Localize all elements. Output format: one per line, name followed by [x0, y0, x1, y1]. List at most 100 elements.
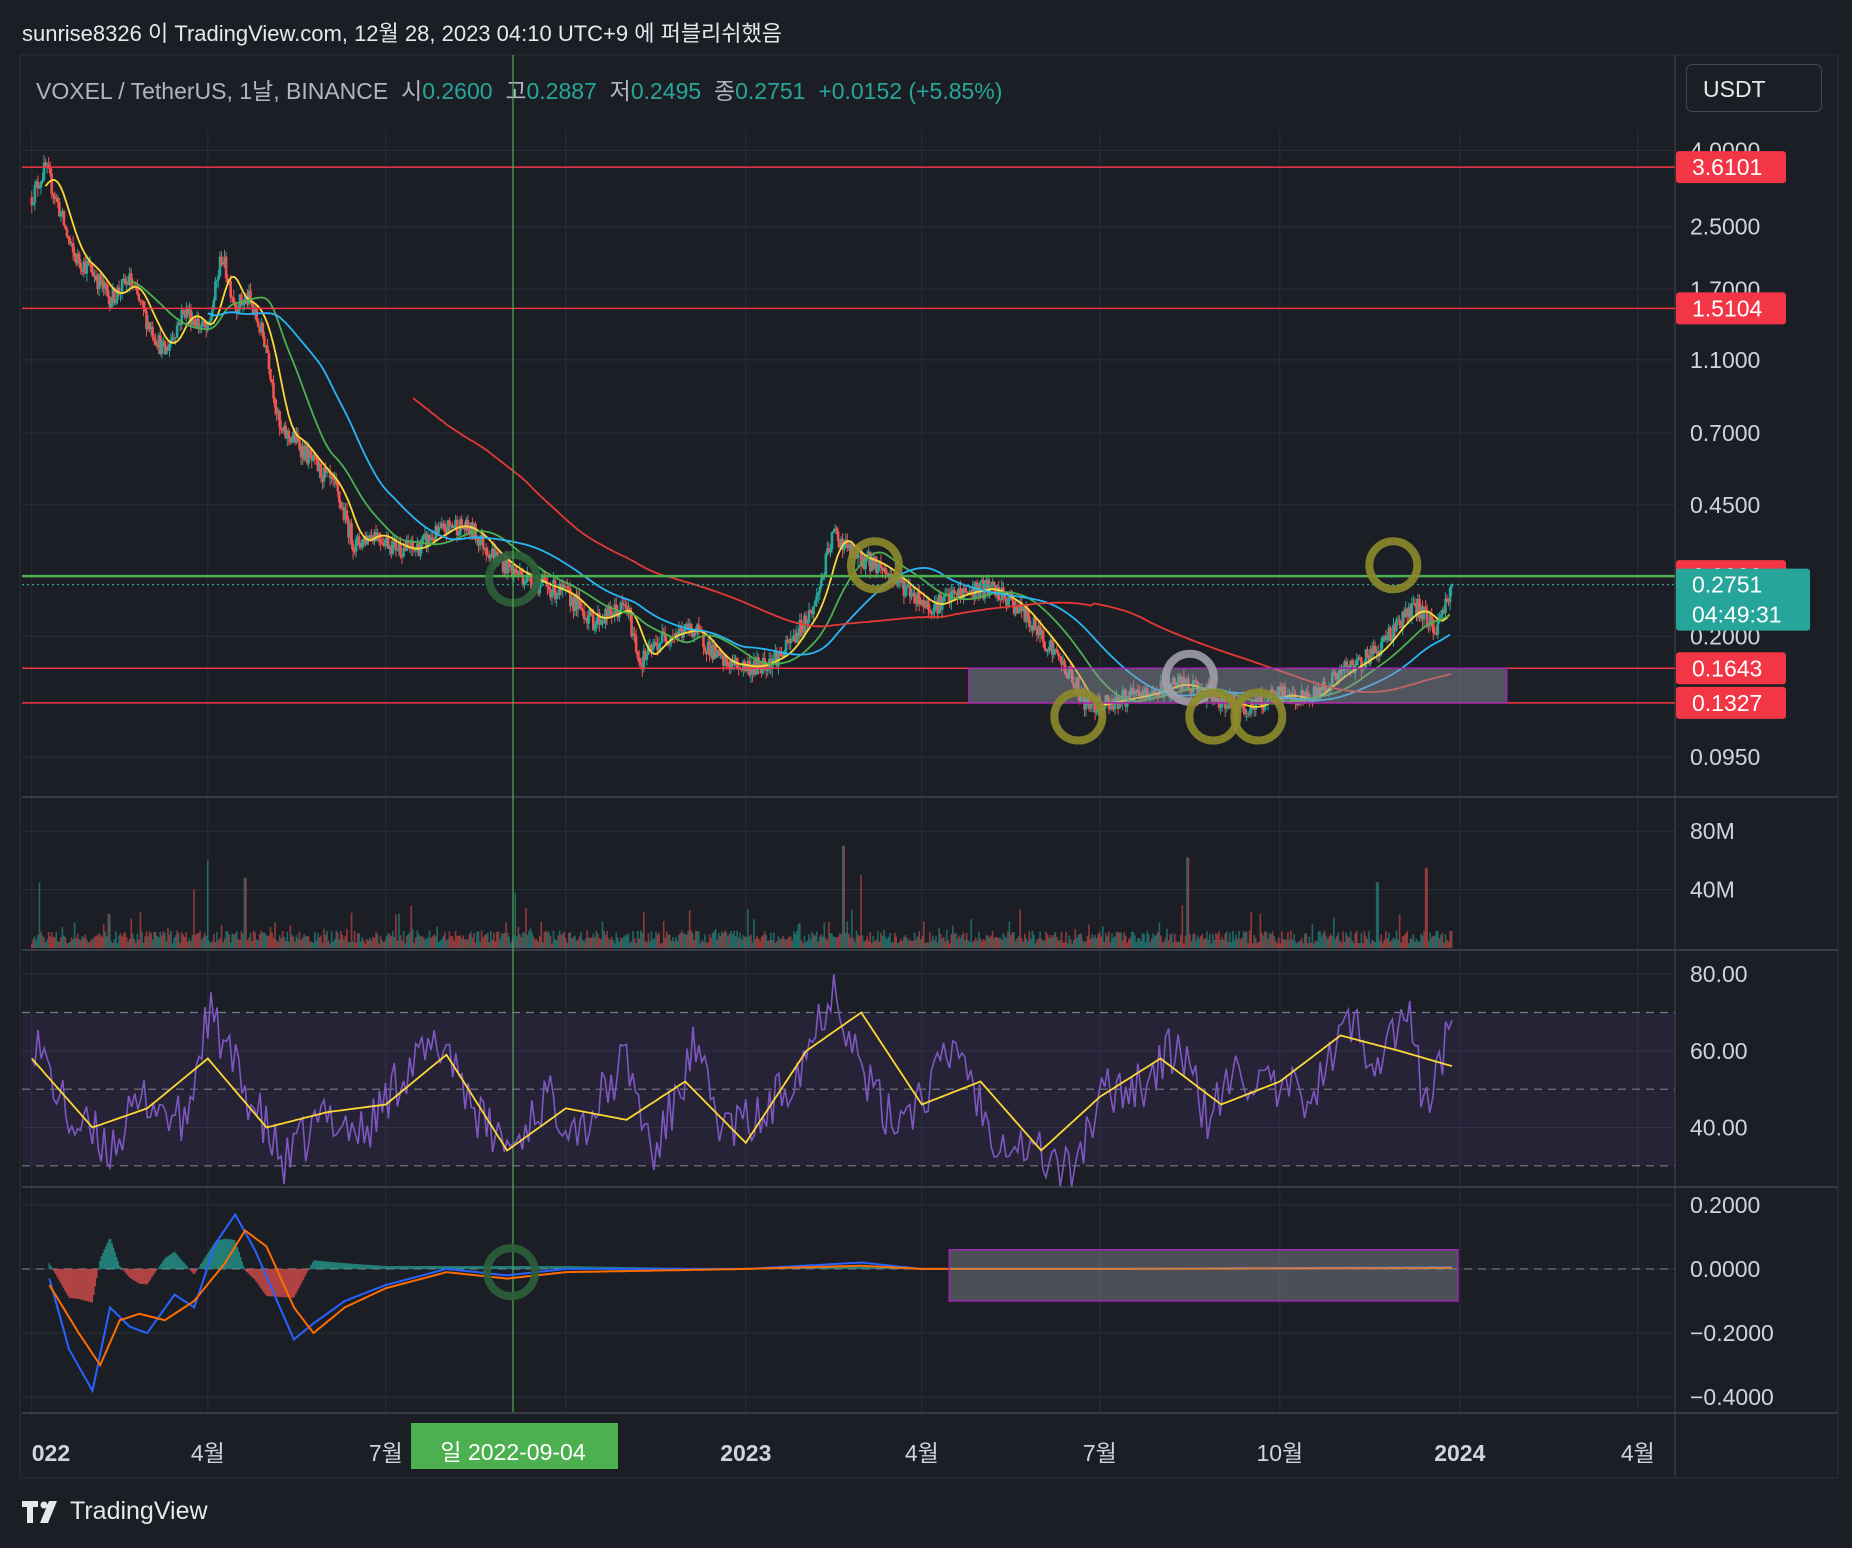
macd-hist-bar — [582, 1266, 585, 1269]
volume-bar — [34, 936, 36, 948]
candle-body — [1392, 624, 1395, 640]
volume-bar — [1404, 933, 1407, 948]
macd-hist-bar — [264, 1268, 266, 1295]
candle-body — [830, 532, 834, 550]
volume-bar — [367, 939, 370, 948]
macd-hist-bar — [345, 1263, 348, 1269]
macd-hist-bar — [680, 1267, 683, 1269]
volume-bar — [956, 938, 959, 948]
volume-bar — [266, 935, 269, 948]
candle-body — [468, 529, 471, 534]
candle-body — [1161, 680, 1164, 698]
volume-bar — [364, 943, 367, 948]
candle-body — [74, 256, 78, 264]
macd-hist-bar — [331, 1262, 334, 1269]
volume-bar — [1388, 932, 1390, 948]
macd-hist-bar — [527, 1266, 530, 1269]
candle-body — [435, 525, 439, 534]
candle-body — [267, 352, 271, 370]
currency-button[interactable]: USDT — [1686, 64, 1822, 112]
volume-bar — [489, 931, 492, 948]
candle-body — [1153, 690, 1157, 694]
volume-bar — [315, 940, 318, 948]
candle-body — [396, 549, 399, 551]
volume-bar — [488, 942, 491, 948]
volume-bar — [858, 936, 861, 948]
candle-body — [1110, 699, 1114, 710]
macd-hist-bar — [253, 1268, 256, 1280]
volume-bar — [834, 936, 836, 948]
macd-hist-bar — [819, 1267, 822, 1269]
candle-body — [904, 588, 907, 597]
volume-bar — [431, 936, 434, 948]
volume-bar — [428, 930, 431, 948]
volume-bar — [743, 936, 746, 948]
candle-body — [1188, 690, 1192, 692]
candle-body — [1037, 625, 1040, 635]
candle-body — [1127, 696, 1131, 698]
candle-body — [406, 541, 410, 548]
candle-body — [1226, 705, 1230, 709]
candle-body — [873, 557, 877, 569]
macd-hist-bar — [83, 1268, 86, 1301]
macd-hist-bar — [652, 1267, 655, 1269]
macd-hist-bar — [100, 1256, 103, 1269]
volume-bar — [75, 938, 77, 948]
macd-hist-bar — [570, 1266, 572, 1269]
macd-hist-bar — [551, 1266, 554, 1269]
candle-body — [821, 574, 825, 580]
volume-bar — [955, 933, 957, 948]
candle-body — [185, 307, 188, 318]
volume-bar — [780, 938, 783, 948]
macd-hist-bar — [671, 1267, 673, 1269]
candle-body — [497, 554, 500, 564]
macd-hist-bar — [204, 1256, 207, 1269]
candle-body — [769, 658, 773, 670]
volume-bar — [757, 938, 760, 948]
candle-body — [1050, 640, 1054, 655]
candle-body — [1046, 650, 1050, 652]
macd-hist-bar — [787, 1267, 790, 1269]
candle-body — [1312, 686, 1316, 702]
volume-bar — [340, 930, 342, 948]
candle-body — [797, 632, 800, 638]
candle-body — [680, 628, 684, 638]
candle-body — [44, 162, 47, 166]
volume-bar — [976, 940, 979, 948]
volume-bar — [616, 937, 619, 948]
volume-bar — [1101, 926, 1104, 948]
macd-hist-bar — [470, 1266, 473, 1269]
macd-hist-bar — [481, 1266, 484, 1269]
candle-body — [54, 197, 58, 199]
volume-bar — [307, 936, 310, 948]
candle-body — [849, 544, 852, 556]
volume-bar — [1235, 934, 1237, 948]
macd-hist-bar — [449, 1266, 452, 1269]
candle-body — [1272, 691, 1276, 694]
candle-body — [1210, 687, 1213, 699]
candle-body — [780, 651, 783, 656]
symbol-name[interactable]: VOXEL / TetherUS, 1날, BINANCE — [36, 78, 389, 104]
candle-body — [1274, 692, 1277, 694]
volume-bar — [1207, 939, 1210, 948]
change-value: +0.0152 (+5.85%) — [818, 78, 1003, 104]
volume-bar — [818, 936, 821, 948]
candle-body — [108, 297, 112, 309]
marker-bottom-ring — [1050, 688, 1107, 745]
candle-body — [931, 611, 935, 614]
macd-hist-bar — [654, 1267, 657, 1269]
volume-bar — [99, 935, 102, 948]
candle-body — [585, 618, 589, 624]
macd-hist-bar — [210, 1247, 213, 1269]
candle-body — [1035, 627, 1039, 635]
volume-bar — [737, 937, 740, 948]
candle-body — [1184, 682, 1187, 684]
macd-hist-bar — [694, 1268, 696, 1269]
volume-bar — [395, 914, 397, 948]
volume-bar — [124, 931, 126, 948]
volume-bar — [595, 930, 598, 948]
volume-bar — [1366, 938, 1369, 948]
macd-hist-bar — [160, 1263, 162, 1269]
volume-bar — [985, 934, 988, 948]
